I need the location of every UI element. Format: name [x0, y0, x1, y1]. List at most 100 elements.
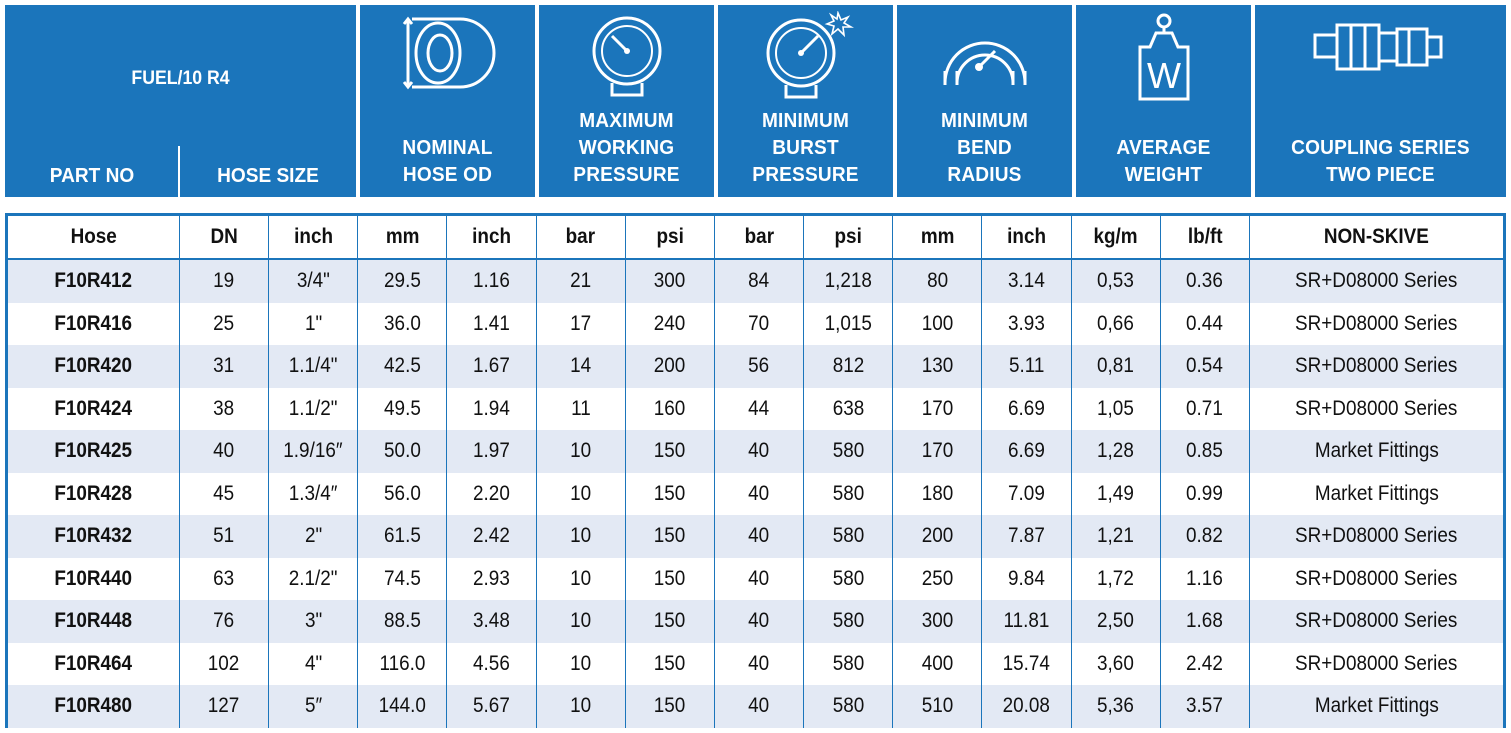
mbp-bar-cell: 44: [714, 387, 805, 430]
weight-lb-ft-cell: 0.44: [1160, 302, 1250, 345]
bend-radius-inch-cell: 20.08: [981, 685, 1072, 728]
unit-inch-header: inch: [981, 216, 1072, 260]
header-min-burst-pressure: MINIMUM BURST PRESSURE: [718, 5, 893, 197]
mwp-bar-cell: 10: [536, 600, 626, 643]
weight-lb-ft-cell: 1.16: [1160, 557, 1250, 600]
unit-mm-header: mm: [357, 216, 448, 260]
coupling-series-cell: Market Fittings: [1249, 472, 1503, 515]
mwp-psi-cell: 150: [625, 472, 715, 515]
table-row: F10R420 31 1.1/4" 42.5 1.67 14 200 56 812 130 5.11…: [8, 345, 1503, 388]
od-mm-cell: 88.5: [357, 600, 448, 643]
weight-kg-m-cell: 1,28: [1071, 430, 1161, 473]
mbp-bar-cell: 40: [714, 685, 805, 728]
bend-radius-mm-cell: 170: [892, 430, 983, 473]
weight-lb-ft-cell: 0.85: [1160, 430, 1250, 473]
hose-size-inch-cell: 3/4": [268, 259, 359, 303]
weight-kg-m-cell: 0,53: [1071, 259, 1161, 303]
od-inch-cell: 3.48: [446, 600, 537, 643]
hose-size-inch-cell: 1.3/4″: [268, 472, 359, 515]
bend-radius-mm-cell: 100: [892, 302, 983, 345]
mwp-bar-cell: 10: [536, 472, 626, 515]
header-nominal-hose-od-label: NOMINAL HOSE OD: [402, 136, 493, 186]
weight-kg-m-cell: 0,81: [1071, 345, 1161, 388]
part-number-cell: F10R428: [8, 472, 180, 515]
bend-radius-mm-cell: 170: [892, 387, 983, 430]
od-inch-cell: 1.97: [446, 430, 537, 473]
bend-radius-mm-cell: 130: [892, 345, 983, 388]
od-mm-cell: 36.0: [357, 302, 448, 345]
weight-lb-ft-cell: 0.99: [1160, 472, 1250, 515]
bend-radius-inch-cell: 3.93: [981, 302, 1072, 345]
mwp-bar-cell: 10: [536, 642, 626, 685]
bend-radius-inch-cell: 15.74: [981, 642, 1072, 685]
hose-size-inch-cell: 5″: [268, 685, 359, 728]
od-inch-cell: 2.20: [446, 472, 537, 515]
mbp-bar-cell: 84: [714, 259, 805, 303]
bend-radius-mm-cell: 250: [892, 557, 983, 600]
unit-inch-header: inch: [446, 216, 537, 260]
mbp-bar-cell: 56: [714, 345, 805, 388]
table-body: F10R412 19 3/4" 29.5 1.16 21 300 84 1,218 80 3.14 0…: [8, 259, 1503, 728]
coupling-series-cell: SR+D08000 Series: [1249, 557, 1503, 600]
hose-size-inch-cell: 1": [268, 302, 359, 345]
weight-kg-m-cell: 3,60: [1071, 642, 1161, 685]
dn-cell: 31: [179, 345, 270, 388]
coupling-series-cell: SR+D08000 Series: [1249, 345, 1503, 388]
unit-bar-header: bar: [714, 216, 805, 260]
table-row: F10R440 63 2.1/2" 74.5 2.93 10 150 40 580 250 9.84…: [8, 557, 1503, 600]
unit-lb-ft-header: lb/ft: [1160, 216, 1250, 260]
mwp-bar-cell: 11: [536, 387, 626, 430]
header-max-working-pressure-label: MAXIMUM WORKING PRESSURE: [573, 109, 680, 186]
table-row: F10R480 127 5″ 144.0 5.67 10 150 40 580 510 20.08 5…: [8, 685, 1503, 728]
bend-radius-inch-cell: 6.69: [981, 430, 1072, 473]
coupling-series-cell: SR+D08000 Series: [1249, 302, 1503, 345]
header-nominal-hose-od: NOMINAL HOSE OD: [360, 5, 535, 197]
burst-gauge-icon: [758, 11, 854, 103]
unit-non-skive-header: NON-SKIVE: [1249, 216, 1503, 260]
od-mm-cell: 116.0: [357, 642, 448, 685]
mbp-psi-cell: 580: [803, 642, 894, 685]
mbp-psi-cell: 1,015: [803, 302, 894, 345]
header-coupling-series: COUPLING SERIES TWO PIECE: [1255, 5, 1506, 197]
header-average-weight-label: AVERAGE WEIGHT: [1116, 136, 1211, 186]
bend-radius-inch-cell: 11.81: [981, 600, 1072, 643]
bend-radius-inch-cell: 9.84: [981, 557, 1072, 600]
weight-icon: W: [1126, 11, 1202, 107]
mbp-bar-cell: 40: [714, 557, 805, 600]
mwp-bar-cell: 10: [536, 430, 626, 473]
mwp-psi-cell: 160: [625, 387, 715, 430]
dn-cell: 76: [179, 600, 270, 643]
part-number-cell: F10R464: [8, 642, 180, 685]
header-hose-size: HOSE SIZE: [217, 164, 319, 187]
header-coupling-series-label: COUPLING SERIES TWO PIECE: [1291, 136, 1470, 186]
table-row: F10R428 45 1.3/4″ 56.0 2.20 10 150 40 580 180 7.09…: [8, 472, 1503, 515]
table-row: F10R424 38 1.1/2" 49.5 1.94 11 160 44 638 170 6.69…: [8, 387, 1503, 430]
mbp-psi-cell: 580: [803, 515, 894, 558]
specification-table: Hose DN inch mm inch bar psi bar psi mm inch kg/m lb…: [5, 213, 1506, 728]
weight-icon-letter: W: [1147, 55, 1181, 96]
header-part-hose-size: FUEL/10 R4 PART NO HOSE SIZE: [5, 5, 356, 197]
mwp-bar-cell: 10: [536, 685, 626, 728]
hose-size-inch-cell: 1.1/2": [268, 387, 359, 430]
coupling-series-cell: SR+D08000 Series: [1249, 387, 1503, 430]
unit-mm-header: mm: [892, 216, 983, 260]
weight-lb-ft-cell: 3.57: [1160, 685, 1250, 728]
units-row: Hose DN inch mm inch bar psi bar psi mm inch kg/m lb…: [8, 216, 1503, 260]
hose-od-icon: [398, 11, 498, 97]
mwp-bar-cell: 14: [536, 345, 626, 388]
mwp-psi-cell: 150: [625, 642, 715, 685]
mbp-bar-cell: 40: [714, 472, 805, 515]
weight-lb-ft-cell: 0.54: [1160, 345, 1250, 388]
mbp-bar-cell: 40: [714, 642, 805, 685]
od-inch-cell: 4.56: [446, 642, 537, 685]
bend-radius-icon: [935, 11, 1035, 97]
mwp-psi-cell: 150: [625, 685, 715, 728]
table-row: F10R425 40 1.9/16″ 50.0 1.97 10 150 40 580 170 6.6…: [8, 430, 1503, 473]
od-inch-cell: 1.41: [446, 302, 537, 345]
od-inch-cell: 1.67: [446, 345, 537, 388]
bend-radius-inch-cell: 6.69: [981, 387, 1072, 430]
coupling-series-cell: Market Fittings: [1249, 430, 1503, 473]
mbp-psi-cell: 580: [803, 600, 894, 643]
od-mm-cell: 56.0: [357, 472, 448, 515]
coupling-series-cell: SR+D08000 Series: [1249, 259, 1503, 303]
